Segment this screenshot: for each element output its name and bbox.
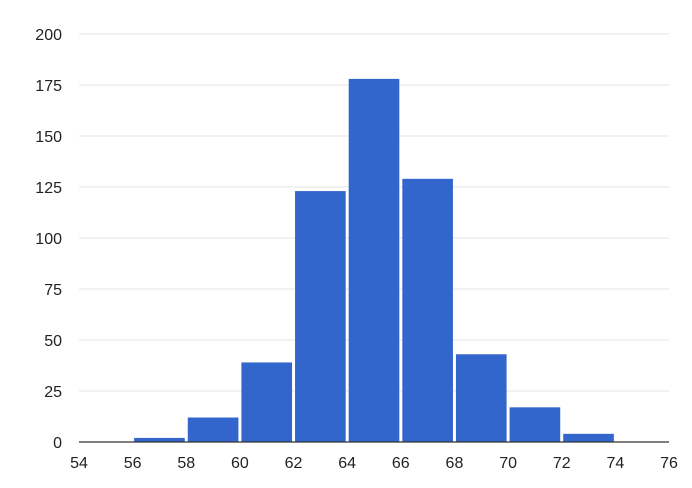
y-tick-label: 200: [35, 27, 62, 44]
x-tick-label: 62: [285, 455, 303, 472]
histogram-bar-72-74: [563, 433, 614, 442]
y-tick-label: 150: [35, 129, 62, 146]
x-tick-label: 58: [177, 455, 195, 472]
histogram-bar-58-60: [187, 417, 239, 442]
y-tick-label: 0: [53, 435, 62, 452]
x-tick-label: 60: [231, 455, 249, 472]
x-tick-label: 68: [446, 455, 464, 472]
y-tick-label: 50: [44, 333, 62, 350]
x-tick-label: 56: [124, 455, 142, 472]
axes: 0 25 50 75 100 125 150 175 200 54 56 58 60 62 64 66 68 70…: [35, 27, 678, 472]
x-tick-label: 64: [338, 455, 356, 472]
x-tick-label: 74: [606, 455, 624, 472]
y-tick-label: 125: [35, 180, 62, 197]
x-tick-label: 54: [70, 455, 88, 472]
histogram-bar-56-58: [134, 437, 185, 442]
x-tick-label: 76: [660, 455, 678, 472]
histogram-bar-66-68: [402, 178, 453, 442]
histogram-bar-64-66: [348, 78, 400, 442]
y-tick-label: 25: [44, 384, 62, 401]
x-tick-label: 72: [553, 455, 571, 472]
histogram-bar-70-72: [509, 407, 561, 442]
x-tick-label: 66: [392, 455, 410, 472]
x-tick-label: 70: [499, 455, 517, 472]
histogram-bar-60-62: [241, 362, 293, 442]
histogram-bar-68-70: [455, 354, 507, 442]
y-tick-label: 75: [44, 282, 62, 299]
y-tick-label: 100: [35, 231, 62, 248]
y-tick-label: 175: [35, 78, 62, 95]
histogram-bar-62-64: [295, 191, 346, 442]
bars: [134, 78, 614, 442]
